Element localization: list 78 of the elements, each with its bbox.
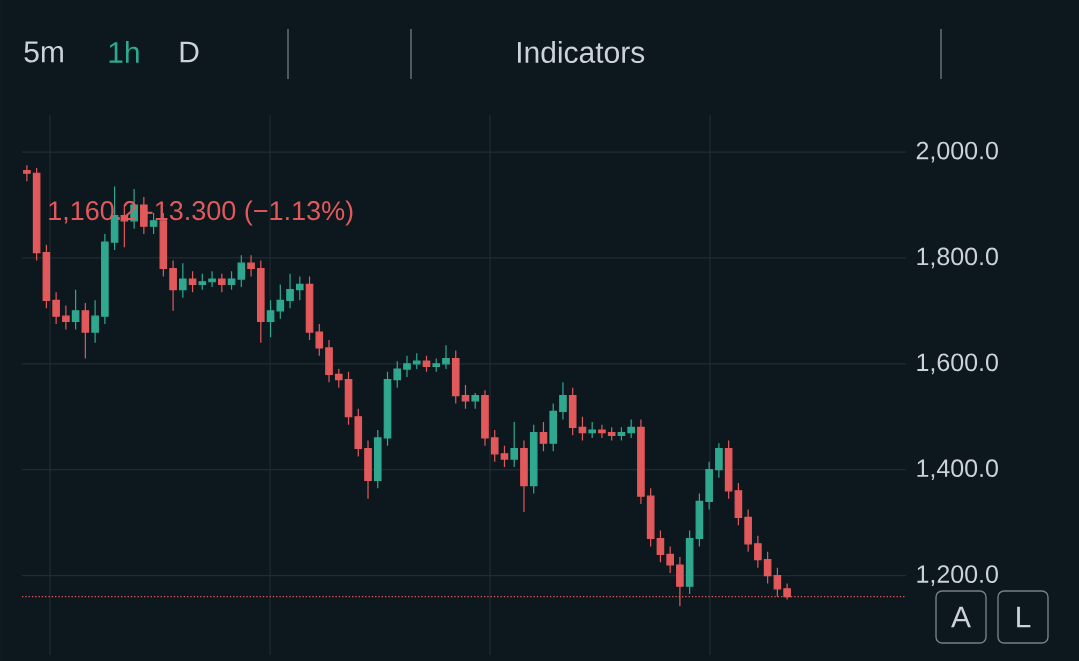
candlestick bbox=[666, 545, 674, 574]
candlestick bbox=[754, 535, 762, 569]
candlestick bbox=[227, 270, 236, 291]
candlestick bbox=[91, 299, 99, 344]
text: 5m bbox=[24, 41, 63, 63]
candlestick bbox=[607, 426, 616, 442]
candlestick bbox=[763, 551, 772, 585]
candlestick bbox=[305, 275, 314, 341]
candlestick bbox=[646, 487, 655, 548]
y-tick-label: 1,600.0 bbox=[917, 353, 998, 375]
candlestick bbox=[500, 445, 509, 468]
candlestick bbox=[364, 439, 372, 500]
candlestick bbox=[705, 461, 713, 510]
candlestick bbox=[627, 418, 635, 439]
candlestick bbox=[559, 381, 567, 420]
candlestick bbox=[393, 360, 402, 389]
candlestick bbox=[286, 273, 294, 309]
candlestick bbox=[247, 254, 255, 278]
candlestick bbox=[169, 259, 177, 312]
candlestick bbox=[354, 408, 363, 458]
candlestick bbox=[295, 275, 304, 301]
candlestick bbox=[724, 439, 733, 500]
candlestick bbox=[81, 302, 90, 360]
candlestick bbox=[734, 482, 743, 526]
candlestick bbox=[71, 289, 80, 330]
candlestick bbox=[549, 402, 558, 452]
candlestick bbox=[481, 389, 489, 447]
y-tick-label: 1,800.0 bbox=[917, 247, 998, 269]
candlestick bbox=[383, 371, 392, 447]
candlestick bbox=[198, 273, 207, 291]
candlestick bbox=[442, 344, 450, 370]
candlestick bbox=[266, 299, 275, 338]
candlestick bbox=[179, 262, 187, 299]
candlestick bbox=[744, 508, 752, 553]
candlestick bbox=[325, 339, 333, 383]
candlestick bbox=[656, 529, 665, 563]
candlestick bbox=[62, 304, 70, 330]
candlestick bbox=[598, 424, 606, 439]
y-tick-label: 1,200.0 bbox=[917, 565, 998, 586]
text: 1h bbox=[109, 41, 139, 63]
candlestick bbox=[32, 167, 41, 262]
candlestick bbox=[237, 254, 246, 288]
candlestick bbox=[695, 492, 704, 548]
candlestick bbox=[208, 270, 216, 288]
candlestick bbox=[403, 355, 411, 378]
candlestick bbox=[685, 529, 694, 595]
candlestick bbox=[520, 439, 528, 513]
candlestick bbox=[471, 392, 480, 410]
candlestick bbox=[218, 273, 226, 293]
candlestick bbox=[617, 426, 626, 442]
candlestick bbox=[715, 442, 723, 479]
candlestick bbox=[451, 349, 460, 405]
candlestick bbox=[315, 323, 324, 357]
candlestick bbox=[432, 357, 441, 373]
candlestick bbox=[42, 244, 51, 309]
candlestick bbox=[637, 418, 645, 505]
candlestick bbox=[461, 384, 470, 410]
y-tick-label: 2,000.0 bbox=[916, 141, 998, 163]
text: Indicators bbox=[517, 40, 645, 64]
candlestick bbox=[188, 270, 197, 293]
text: D bbox=[180, 41, 199, 63]
candlestick bbox=[101, 233, 109, 325]
candlestick bbox=[529, 424, 538, 495]
candlestick bbox=[276, 283, 285, 320]
text: L bbox=[1017, 606, 1031, 628]
candlestick bbox=[539, 421, 548, 452]
candlestick bbox=[588, 421, 597, 439]
y-tick-label: 1,400.0 bbox=[917, 459, 998, 481]
candlestick bbox=[510, 421, 519, 468]
text: A bbox=[951, 606, 971, 628]
candlestick bbox=[344, 371, 353, 426]
candlestick bbox=[568, 387, 577, 436]
candlestick bbox=[373, 429, 382, 489]
candlestick bbox=[256, 259, 265, 344]
candlestick bbox=[490, 429, 499, 463]
candlestick bbox=[23, 164, 31, 182]
candlestick bbox=[334, 368, 343, 389]
candlestick bbox=[52, 291, 60, 325]
